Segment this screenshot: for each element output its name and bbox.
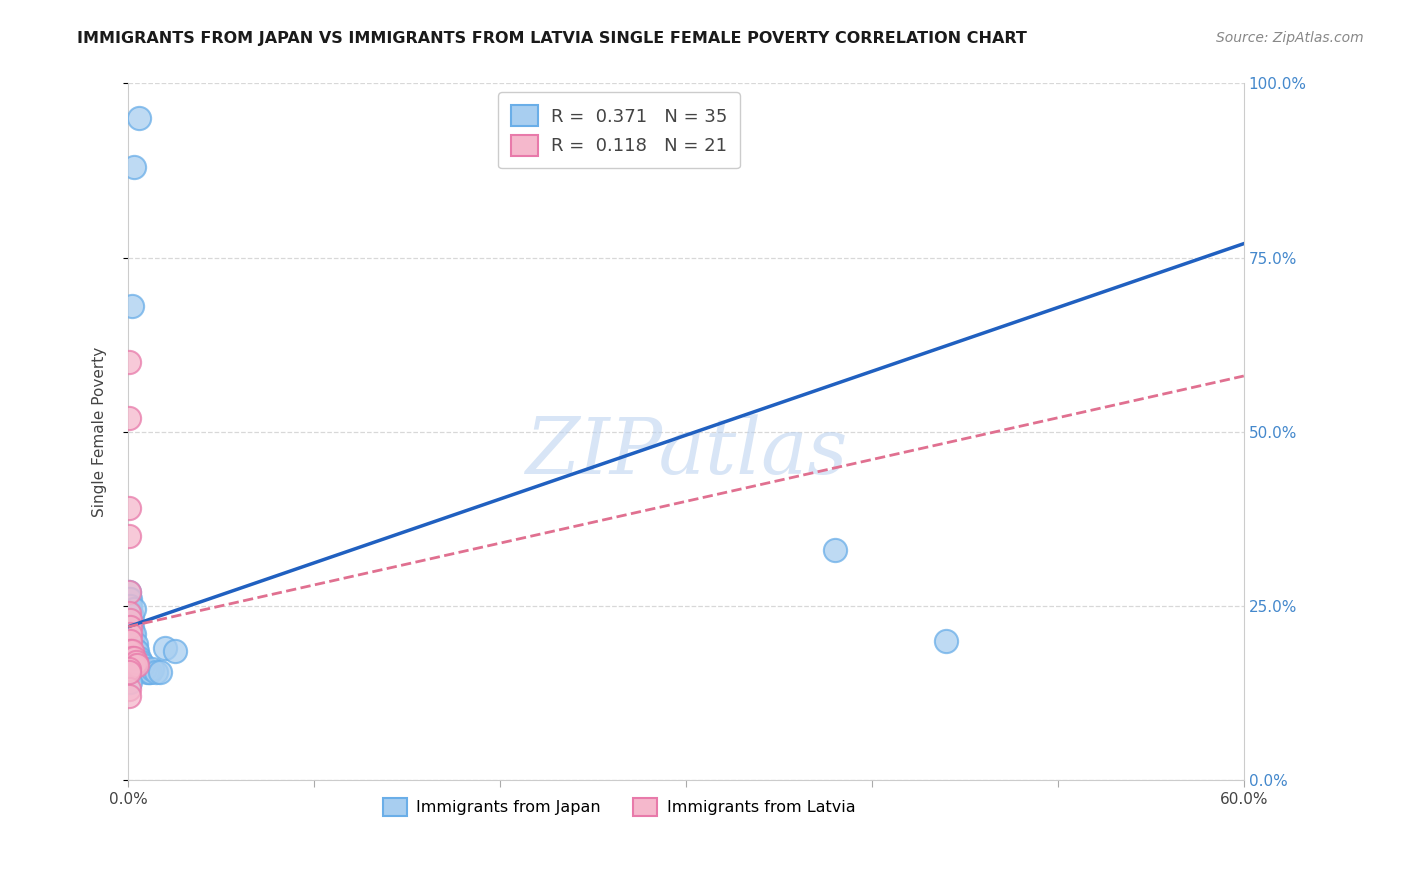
Point bbox=[121, 299, 143, 313]
Point bbox=[118, 633, 141, 648]
Point bbox=[121, 633, 143, 648]
Point bbox=[124, 644, 146, 658]
Y-axis label: Single Female Poverty: Single Female Poverty bbox=[93, 347, 107, 516]
Point bbox=[118, 682, 141, 697]
Text: ZIPatlas: ZIPatlas bbox=[524, 415, 848, 491]
Point bbox=[127, 644, 149, 658]
Point bbox=[118, 591, 141, 606]
Point bbox=[118, 613, 141, 627]
Point bbox=[122, 651, 145, 665]
Point bbox=[145, 665, 167, 679]
Point bbox=[141, 661, 163, 675]
Point bbox=[132, 658, 155, 673]
Point bbox=[155, 640, 177, 655]
Point bbox=[121, 626, 143, 640]
Point bbox=[124, 655, 146, 669]
Point bbox=[118, 355, 141, 369]
Point bbox=[824, 543, 846, 558]
Point bbox=[118, 675, 141, 690]
Point bbox=[138, 665, 160, 679]
Point bbox=[118, 606, 141, 620]
Point bbox=[121, 609, 143, 624]
Text: IMMIGRANTS FROM JAPAN VS IMMIGRANTS FROM LATVIA SINGLE FEMALE POVERTY CORRELATIO: IMMIGRANTS FROM JAPAN VS IMMIGRANTS FROM… bbox=[77, 31, 1028, 46]
Point bbox=[135, 665, 157, 679]
Point bbox=[118, 613, 141, 627]
Point bbox=[127, 651, 149, 665]
Point bbox=[121, 644, 143, 658]
Point bbox=[129, 655, 152, 669]
Point bbox=[118, 585, 141, 599]
Point bbox=[122, 626, 145, 640]
Point bbox=[118, 599, 141, 613]
Point bbox=[118, 620, 141, 634]
Point bbox=[118, 665, 141, 679]
Text: Source: ZipAtlas.com: Source: ZipAtlas.com bbox=[1216, 31, 1364, 45]
Point bbox=[935, 633, 957, 648]
Point bbox=[118, 501, 141, 516]
Point bbox=[122, 602, 145, 616]
Point bbox=[118, 591, 141, 606]
Point bbox=[118, 690, 141, 704]
Point bbox=[118, 410, 141, 425]
Point bbox=[127, 658, 149, 673]
Point bbox=[124, 637, 146, 651]
Point bbox=[121, 620, 143, 634]
Point bbox=[118, 585, 141, 599]
Point bbox=[128, 651, 150, 665]
Point bbox=[122, 658, 145, 673]
Point bbox=[121, 651, 143, 665]
Point bbox=[134, 661, 156, 675]
Point bbox=[149, 665, 172, 679]
Legend: Immigrants from Japan, Immigrants from Latvia: Immigrants from Japan, Immigrants from L… bbox=[375, 789, 863, 824]
Point bbox=[118, 606, 141, 620]
Point bbox=[122, 160, 145, 174]
Point bbox=[139, 665, 162, 679]
Point bbox=[118, 661, 141, 675]
Point bbox=[163, 644, 186, 658]
Point bbox=[118, 529, 141, 543]
Point bbox=[118, 644, 141, 658]
Point bbox=[128, 112, 150, 126]
Point bbox=[118, 626, 141, 640]
Point bbox=[118, 620, 141, 634]
